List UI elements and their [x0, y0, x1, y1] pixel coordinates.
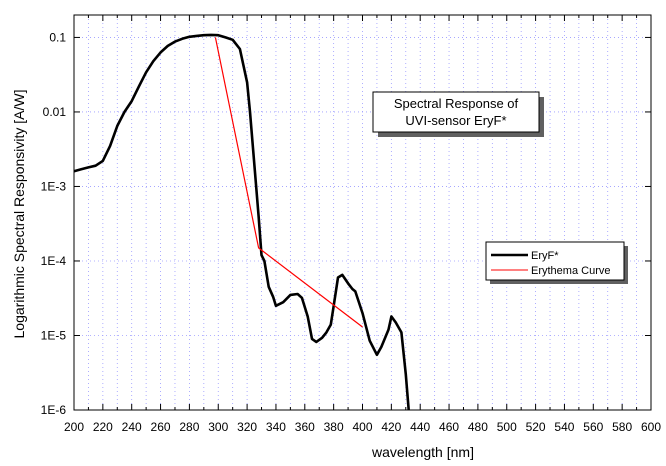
- y-tick-label: 1E-5: [41, 328, 67, 342]
- x-tick-label: 440: [410, 420, 430, 434]
- x-tick-label: 300: [208, 420, 228, 434]
- y-tick-label: 0.01: [43, 105, 67, 119]
- x-tick-label: 480: [468, 420, 488, 434]
- series-eryf-line: [73, 33, 410, 411]
- x-tick-label: 260: [151, 420, 171, 434]
- x-tick-label: 580: [612, 420, 632, 434]
- x-tick-labels: 200 220 240 260 280 300 320 340 360 380 400 420 440 4…: [64, 420, 661, 434]
- legend: EryF* Erythema Curve: [485, 241, 628, 284]
- ticks: [73, 15, 652, 411]
- x-tick-label: 500: [497, 420, 517, 434]
- x-tick-label: 420: [381, 420, 401, 434]
- x-tick-label: 200: [64, 420, 84, 434]
- x-tick-label: 540: [554, 420, 574, 434]
- y-tick-label: 1E-4: [41, 254, 67, 268]
- legend-label-eryf: EryF*: [531, 250, 559, 262]
- x-tick-label: 460: [439, 420, 459, 434]
- chart-title-line-2: UVI-sensor EryF*: [405, 113, 506, 128]
- series-layer: [73, 33, 410, 411]
- x-tick-label: 560: [583, 420, 603, 434]
- x-axis-label: wavelength [nm]: [371, 444, 474, 460]
- chart-title-line-1: Spectral Response of: [394, 96, 519, 111]
- x-tick-label: 340: [266, 420, 286, 434]
- y-tick-labels: 0.1 0.01 1E-3 1E-4 1E-5 1E-6: [41, 30, 67, 417]
- series-erythema-line: [214, 37, 363, 328]
- y-tick-label: 0.1: [49, 30, 66, 44]
- x-tick-label: 400: [352, 420, 372, 434]
- x-tick-label: 380: [324, 420, 344, 434]
- y-tick-label: 1E-3: [41, 179, 67, 193]
- x-tick-label: 280: [179, 420, 199, 434]
- x-tick-label: 220: [93, 420, 113, 434]
- chart-title-box: Spectral Response of UVI-sensor EryF*: [372, 91, 544, 137]
- x-tick-label: 320: [237, 420, 257, 434]
- x-tick-label: 600: [641, 420, 661, 434]
- y-axis-label: Logarithmic Spectral Responsivity [A/W]: [11, 90, 27, 339]
- y-tick-label: 1E-6: [41, 403, 67, 417]
- legend-label-erythema: Erythema Curve: [531, 265, 610, 277]
- plot-frame: [73, 14, 652, 411]
- x-tick-label: 240: [122, 420, 142, 434]
- grid: [74, 15, 651, 411]
- x-tick-label: 520: [526, 420, 546, 434]
- x-tick-label: 360: [295, 420, 315, 434]
